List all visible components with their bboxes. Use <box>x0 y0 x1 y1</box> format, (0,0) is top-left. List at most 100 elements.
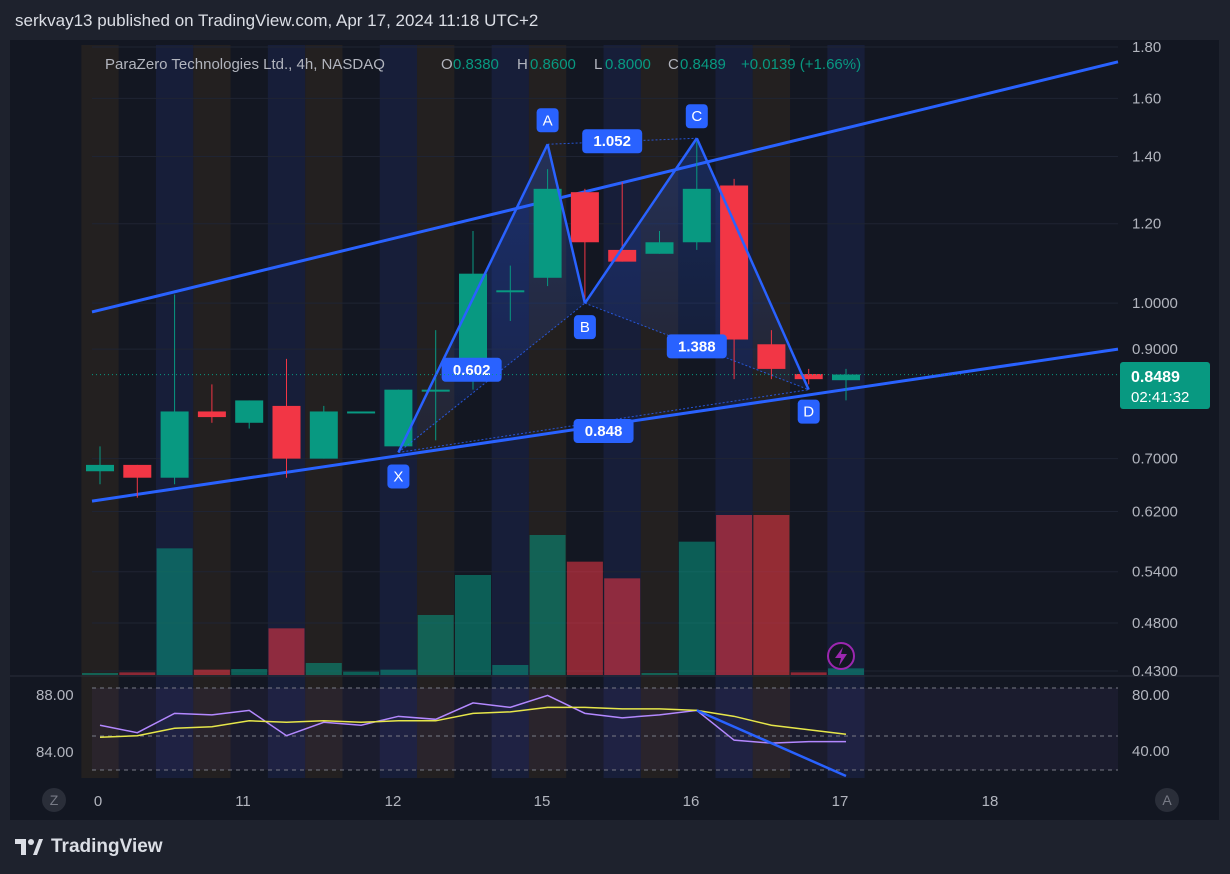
current-price-value: 0.8489 <box>1131 369 1180 386</box>
candle-body <box>682 188 711 243</box>
rsi-divergence-line <box>696 709 847 778</box>
volume-bar <box>641 673 678 675</box>
volume-bar <box>156 548 193 675</box>
current-price-badge <box>1120 362 1210 409</box>
volume-bar <box>492 665 529 675</box>
osc-right-axis-label: 40.00 <box>1132 743 1170 760</box>
channel-upper-line <box>91 60 1119 314</box>
publish-header: serkvay13 published on TradingView.com, … <box>15 11 539 30</box>
volume-bar <box>678 541 715 675</box>
lightning-icon[interactable] <box>827 642 855 670</box>
candle-body <box>608 249 637 262</box>
auto-scale-button[interactable]: A <box>1155 788 1179 812</box>
osc-left-axis-label: 88.00 <box>36 687 74 704</box>
pattern-ratio-label: 1.388 <box>678 338 716 355</box>
candle-body <box>384 389 413 447</box>
osc-left-axis-label: 84.00 <box>36 744 74 761</box>
time-axis-label: 11 <box>235 793 251 810</box>
volume-bar <box>529 535 566 675</box>
time-zone-button[interactable]: Z <box>42 788 66 812</box>
time-axis-label: 12 <box>385 793 402 810</box>
pattern-point-a: A <box>543 112 553 129</box>
pattern-point-badge <box>387 464 410 489</box>
price-axis-label: 1.60 <box>1132 90 1161 107</box>
price-axis-label: 0.4300 <box>1132 663 1178 680</box>
volume-bar <box>119 672 156 675</box>
volume-bar <box>193 669 230 675</box>
pattern-ratio-badge <box>441 357 502 382</box>
pattern-ratio-label: 0.848 <box>585 423 623 440</box>
pattern-ratio-label: 1.052 <box>593 133 631 150</box>
volume-bar <box>305 663 342 675</box>
legend-h-value: 0.8600 <box>530 56 576 73</box>
time-axis-label: 17 <box>832 793 849 810</box>
tradingview-logo: TradingView <box>15 836 163 858</box>
pattern-ratio-line-AC <box>547 137 697 145</box>
legend-c-value: 0.8489 <box>680 56 726 73</box>
time-axis-label: 16 <box>683 793 700 810</box>
volume-bar <box>604 578 641 675</box>
candle-body <box>309 411 338 459</box>
tradingview-icon <box>15 839 43 855</box>
candle-body <box>720 185 749 340</box>
time-axis-label: 18 <box>982 793 999 810</box>
pattern-leg-BC <box>583 137 698 304</box>
pattern-point-x: X <box>393 468 403 485</box>
volume-bar <box>343 671 380 675</box>
pattern-leg-XA <box>397 143 549 453</box>
candle-body <box>794 374 823 380</box>
candle-body <box>645 242 674 254</box>
volume-bar <box>828 668 864 675</box>
current-price-countdown: 02:41:32 <box>1131 389 1189 406</box>
session-band <box>81 45 119 778</box>
candle-body <box>235 400 264 423</box>
candle-body <box>347 411 376 414</box>
pattern-leg-AB <box>546 143 587 304</box>
legend-c-label: C <box>668 56 679 73</box>
price-axis-label: 0.4800 <box>1132 615 1178 632</box>
candle-body <box>197 411 226 418</box>
volume-bar <box>268 628 305 675</box>
volume-bar <box>716 515 753 675</box>
pattern-ratio-label: 0.602 <box>453 362 491 379</box>
volume-bar <box>231 669 268 675</box>
legend-symbol: ParaZero Technologies Ltd., 4h, NASDAQ <box>105 56 385 73</box>
pattern-ratio-line-XD <box>398 389 809 453</box>
pattern-point-b: B <box>580 319 590 336</box>
candle-body <box>570 192 599 243</box>
candle-body <box>832 374 860 381</box>
price-axis-label: 0.7000 <box>1132 451 1178 468</box>
candle-body <box>533 188 562 278</box>
footer-brand: TradingView <box>51 836 163 857</box>
legend-o-label: O <box>441 56 453 73</box>
volume-bar <box>566 561 603 675</box>
pattern-point-badge <box>573 315 596 340</box>
price-axis-label: 0.6200 <box>1132 504 1178 521</box>
pattern-ratio-badge <box>666 334 727 359</box>
pattern-bcd-fill <box>584 138 809 390</box>
legend-o-value: 0.8380 <box>453 56 499 73</box>
pattern-ratio-badge <box>573 419 634 444</box>
volume-bar <box>380 669 417 675</box>
rsi-line <box>99 694 846 744</box>
legend-l-label: L <box>594 56 602 73</box>
price-axis-label: 0.9000 <box>1132 341 1178 358</box>
rsi-ma-line <box>99 706 847 738</box>
candle-body <box>496 290 525 293</box>
session-band <box>640 45 679 778</box>
time-axis-label: 0 <box>94 793 102 810</box>
price-axis-label: 1.40 <box>1132 149 1161 166</box>
candle-body <box>272 405 301 459</box>
pattern-point-badge <box>536 108 559 133</box>
rsi-band <box>92 688 1118 770</box>
time-axis-label: 15 <box>534 793 551 810</box>
candle-body <box>86 464 114 472</box>
price-axis-label: 1.80 <box>1132 39 1161 56</box>
osc-right-axis-label: 80.00 <box>1132 687 1170 704</box>
volume-bar <box>82 673 118 675</box>
lightning-icon-bolt <box>835 647 847 666</box>
price-axis-label: 1.20 <box>1132 216 1161 233</box>
volume-bar <box>753 515 790 675</box>
candle-body <box>123 464 152 478</box>
